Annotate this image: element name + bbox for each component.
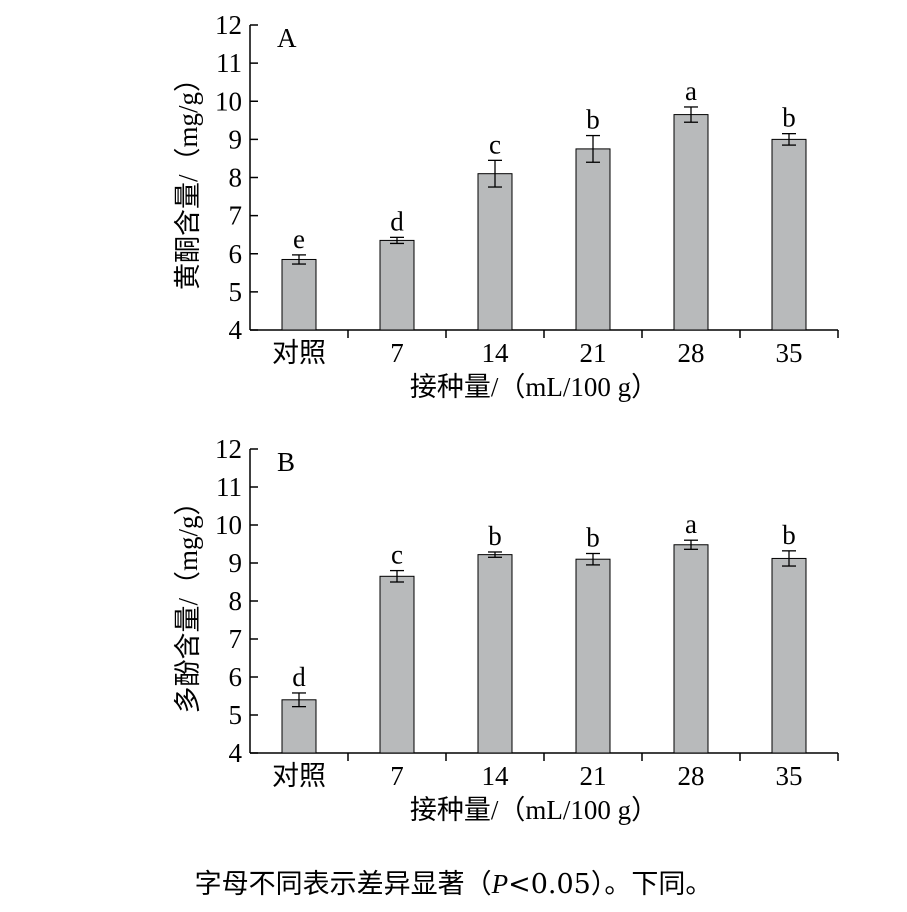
chart-panel-B: 4 5 6 7 8 9 10 11 12 d 对照 c 7 b 14 b 21 a 28 b 35 B 接种量/（mL/10… — [173, 434, 839, 825]
bar-5 — [771, 138, 807, 331]
x-tick-label: 对照 — [272, 761, 326, 791]
significance-letter: c — [391, 540, 403, 570]
chart-panel-A: 4 5 6 7 8 9 10 11 12 e 对照 d 7 c 14 b 21 a 28 b 35 A 接种量/（mL/10… — [173, 10, 839, 402]
x-tick-label: 14 — [482, 338, 510, 368]
y-axis-title: 黄酮含量/（mg/g） — [173, 65, 203, 290]
figure: 4 5 6 7 8 9 10 11 12 e 对照 d 7 c 14 b 21 a 28 b 35 A 接种量/（mL/10… — [173, 10, 839, 825]
panel-label: B — [277, 447, 295, 477]
bar-0 — [281, 258, 317, 331]
x-tick-label: 7 — [390, 338, 404, 368]
y-tick-label: 4 — [229, 315, 243, 345]
significance-letter: a — [685, 76, 697, 106]
bar-1 — [379, 575, 415, 754]
y-tick-label: 8 — [229, 586, 243, 616]
bar-2 — [477, 554, 513, 754]
y-tick-label: 6 — [229, 662, 243, 692]
y-tick-label: 5 — [229, 277, 243, 307]
significance-letter: b — [586, 523, 600, 553]
caption-p-symbol: P — [491, 869, 509, 899]
significance-letter: c — [489, 129, 501, 159]
bar-1 — [379, 239, 415, 331]
significance-letter: b — [488, 521, 502, 551]
x-tick-label: 对照 — [272, 338, 326, 368]
y-tick-label: 7 — [229, 201, 243, 231]
bar-3 — [575, 558, 611, 754]
y-tick-label: 8 — [229, 163, 243, 193]
y-tick-label: 9 — [229, 548, 243, 578]
significance-letter: d — [292, 662, 306, 692]
y-tick-label: 11 — [216, 472, 242, 502]
y-tick-label: 12 — [215, 10, 242, 40]
x-axis-title: 接种量/（mL/100 g） — [410, 372, 658, 402]
y-tick-label: 4 — [229, 738, 243, 768]
significance-letter: d — [390, 206, 404, 236]
x-tick-label: 28 — [678, 761, 705, 791]
y-axis-title: 多酚含量/（mg/g） — [173, 488, 203, 713]
bar-5 — [771, 557, 807, 754]
significance-letter: b — [782, 103, 796, 133]
significance-letter: a — [685, 509, 697, 539]
y-tick-label: 10 — [215, 510, 242, 540]
significance-letter: b — [586, 105, 600, 135]
bar-0 — [281, 699, 317, 754]
x-tick-label: 7 — [390, 761, 404, 791]
bar-2 — [477, 173, 513, 331]
significance-letter: e — [293, 224, 305, 254]
x-tick-label: 21 — [580, 338, 607, 368]
x-axis-title: 接种量/（mL/100 g） — [410, 795, 658, 825]
y-tick-label: 5 — [229, 700, 243, 730]
x-tick-label: 35 — [776, 761, 803, 791]
x-tick-label: 35 — [776, 338, 803, 368]
x-tick-label: 28 — [678, 338, 705, 368]
x-tick-label: 21 — [580, 761, 607, 791]
y-tick-label: 11 — [216, 48, 242, 78]
y-tick-label: 9 — [229, 124, 243, 154]
bar-3 — [575, 148, 611, 331]
y-tick-label: 12 — [215, 434, 242, 464]
caption-text-after: <0.05）。下同。 — [508, 869, 713, 900]
significance-letter: b — [782, 520, 796, 550]
caption-text-before: 字母不同表示差异显著（ — [194, 869, 492, 900]
y-tick-label: 10 — [215, 86, 242, 116]
figure-caption: 字母不同表示差异显著（P<0.05）。下同。 — [0, 862, 907, 901]
panel-label: A — [277, 23, 297, 53]
y-tick-label: 7 — [229, 624, 243, 654]
bar-4 — [673, 544, 709, 754]
bar-4 — [673, 114, 709, 331]
x-tick-label: 14 — [482, 761, 510, 791]
y-tick-label: 6 — [229, 239, 243, 269]
